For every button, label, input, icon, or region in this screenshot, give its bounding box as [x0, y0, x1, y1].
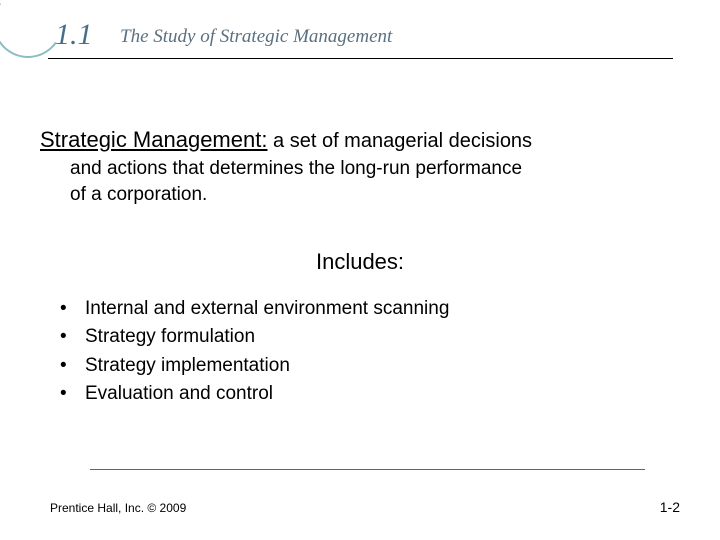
slide-content: Strategic Management: a set of manageria…	[0, 75, 720, 409]
page-number: 1-2	[660, 499, 680, 515]
definition-term: Strategic Management:	[40, 127, 267, 152]
list-item: Strategy implementation	[60, 352, 680, 381]
header-underline	[48, 58, 673, 59]
definition-line-3: of a corporation.	[40, 182, 680, 209]
definition-text-1: a set of managerial decisions	[267, 130, 532, 152]
copyright-text: Prentice Hall, Inc. © 2009	[50, 501, 186, 515]
includes-heading: Includes:	[40, 249, 680, 275]
list-item: Internal and external environment scanni…	[60, 295, 680, 324]
footer-divider	[90, 469, 645, 470]
list-item: Evaluation and control	[60, 380, 680, 409]
section-number: 1.1	[55, 18, 93, 52]
list-item: Strategy formulation	[60, 323, 680, 352]
slide-header: 1.1 The Study of Strategic Management	[0, 0, 720, 75]
slide-footer: Prentice Hall, Inc. © 2009 1-2	[50, 499, 680, 515]
includes-list: Internal and external environment scanni…	[40, 295, 680, 409]
definition-line-2: and actions that determines the long-run…	[40, 156, 680, 183]
section-title: The Study of Strategic Management	[120, 26, 392, 48]
header-arc-decoration	[5, 0, 60, 65]
definition-line-1: Strategic Management: a set of manageria…	[40, 125, 680, 156]
